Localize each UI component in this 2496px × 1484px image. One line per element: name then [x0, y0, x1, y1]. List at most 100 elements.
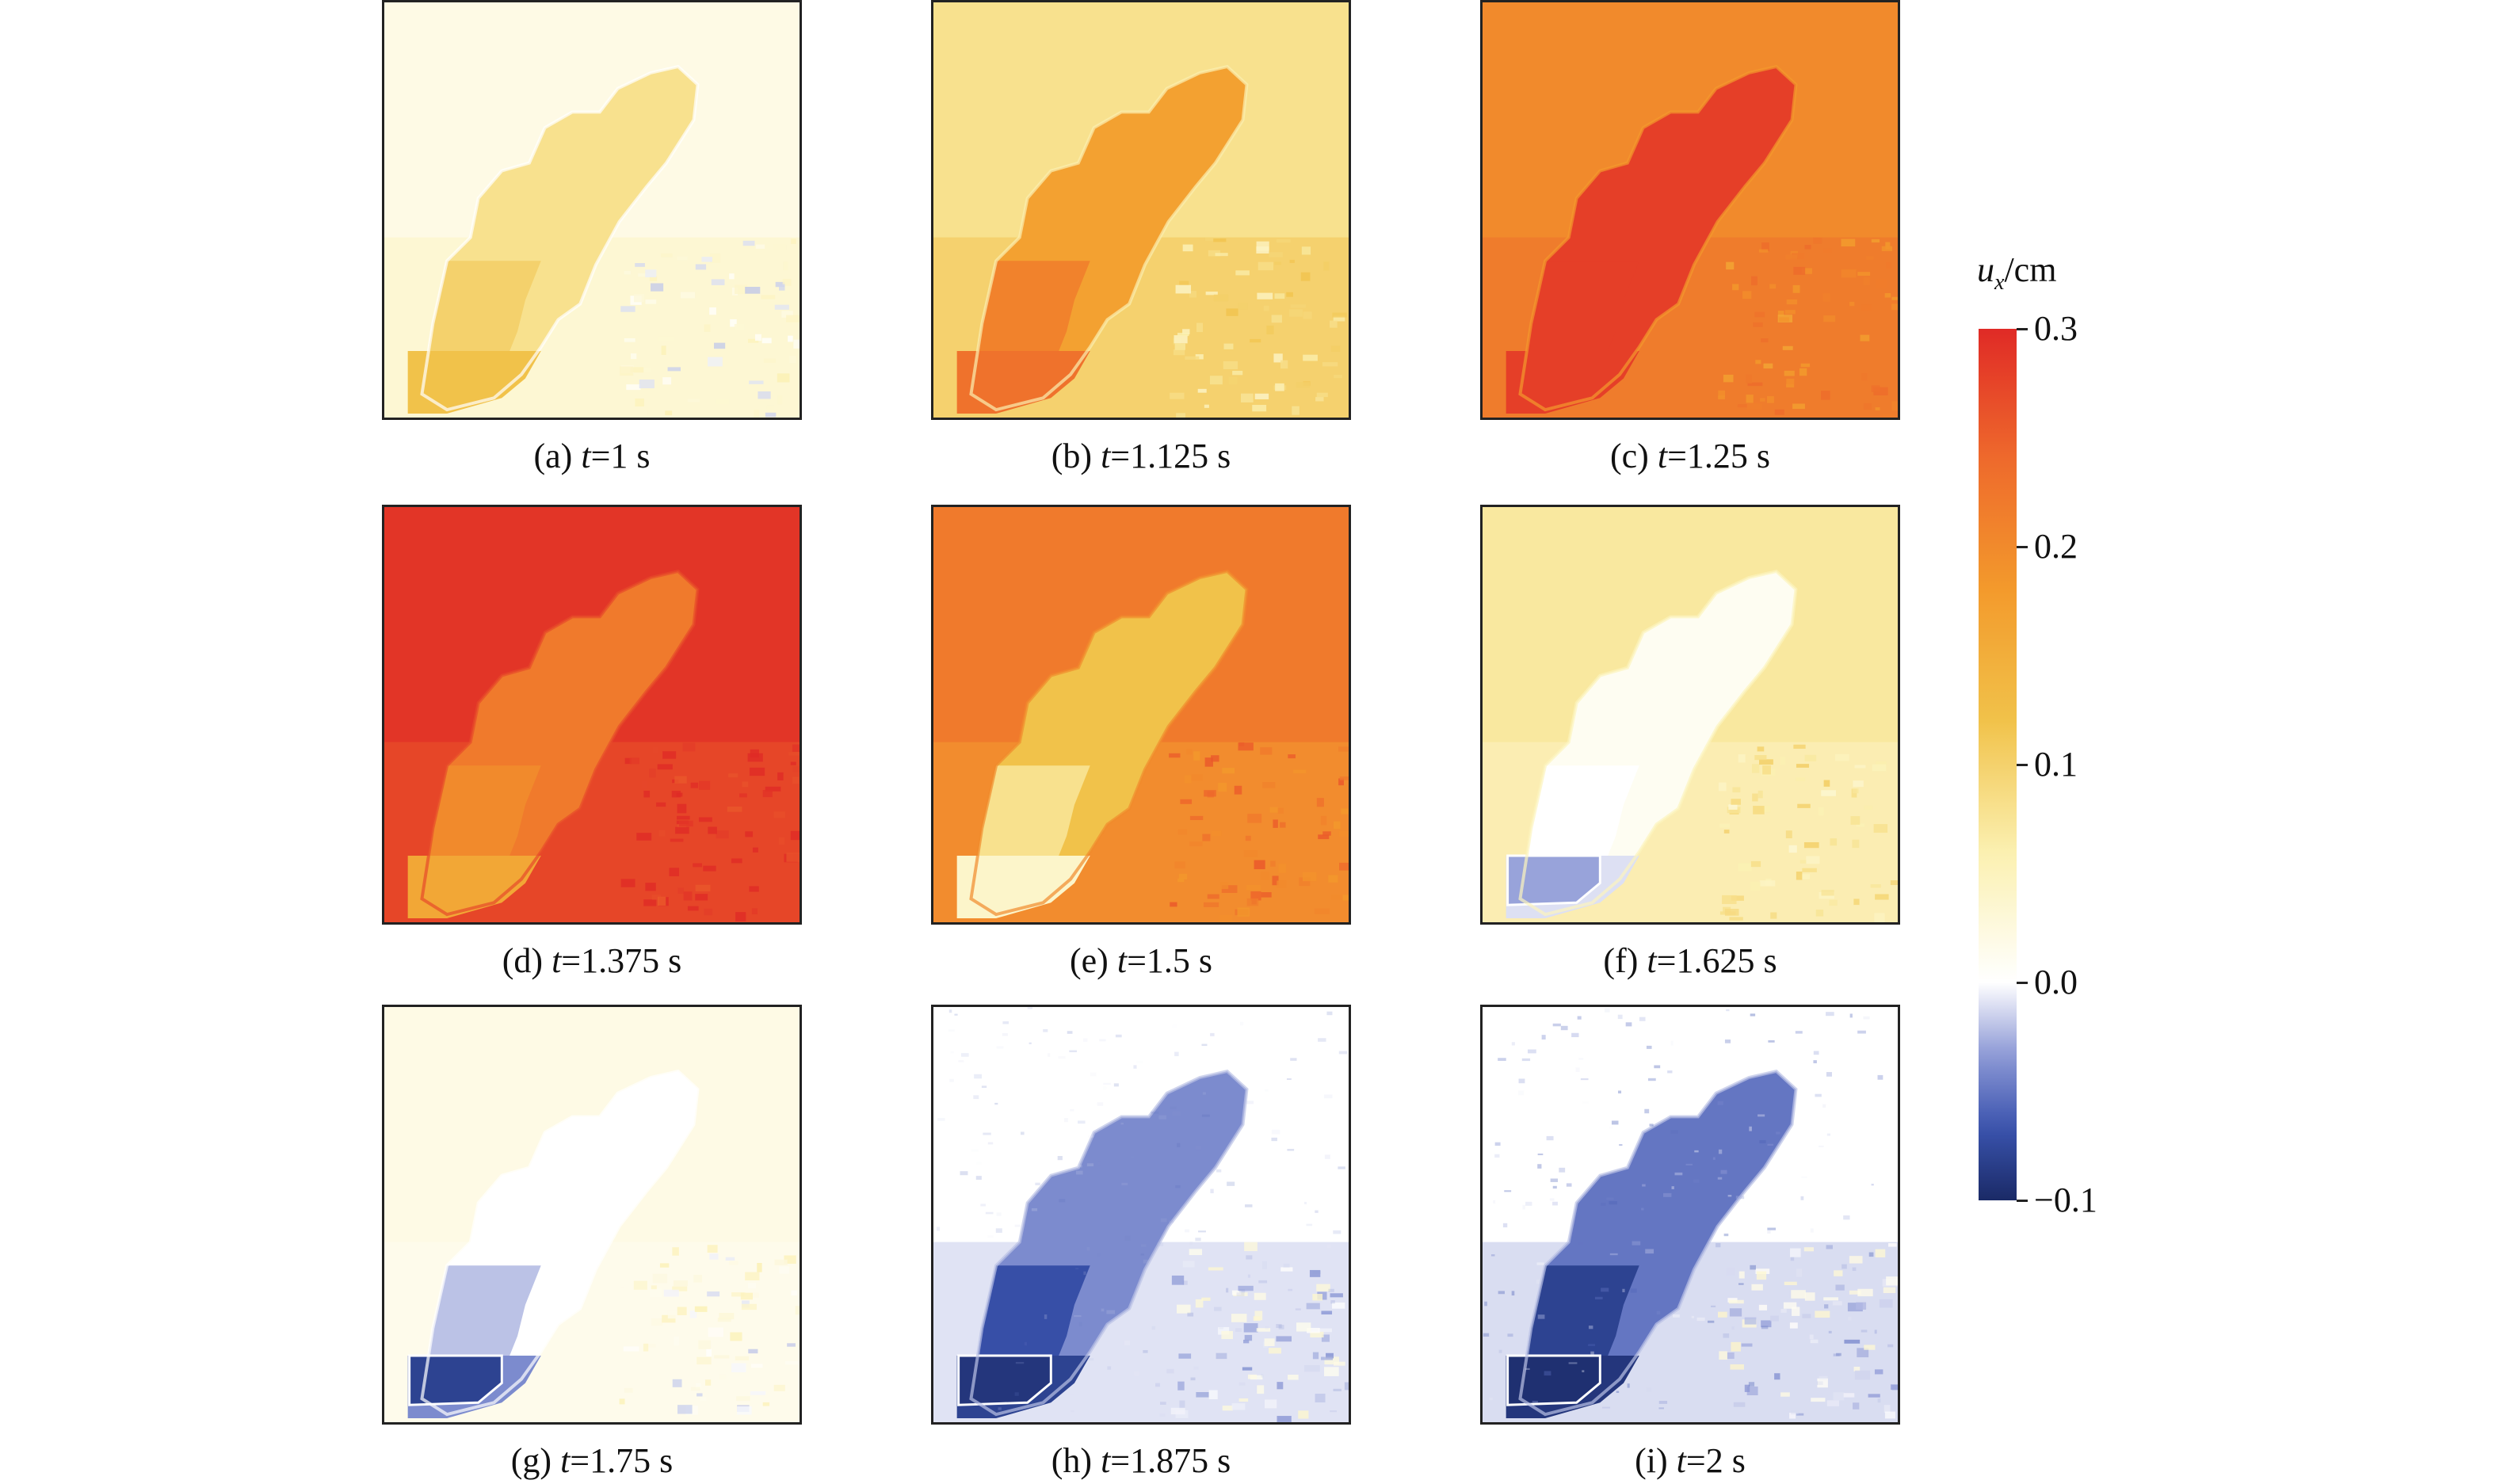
field-pocket [957, 1354, 1052, 1406]
field-texture [620, 742, 800, 922]
time-symbol: t [1101, 1441, 1111, 1480]
time-symbol: t [560, 1441, 571, 1480]
heatmap-image [931, 1005, 1351, 1425]
field-region-bottom [956, 855, 1090, 919]
field-region-bottom [407, 350, 541, 414]
panel-caption: (f) t=1.625 s [1603, 941, 1777, 980]
field-contour [420, 569, 700, 917]
field-contour [420, 64, 700, 412]
heatmap-image [382, 1005, 802, 1425]
field-texture [619, 1245, 800, 1415]
field-region-bottom [407, 855, 541, 919]
panel-caption: (h) t=1.875 s [1051, 1441, 1231, 1480]
panel-time-unit: s [636, 437, 651, 475]
field-pocket [1506, 854, 1601, 906]
panel-label: (c) [1609, 437, 1649, 475]
heatmap-image [382, 0, 802, 420]
colorbar-tick-label: −0.1 [2034, 1181, 2097, 1219]
panel-time-unit: s [1198, 941, 1213, 980]
panel-time: 1.875 [1130, 1441, 1209, 1480]
panel-caption: (d) t=1.375 s [502, 941, 682, 980]
panel-caption: (a) t=1 s [533, 437, 651, 475]
panel-caption: (e) t=1.5 s [1069, 941, 1213, 980]
panel-label: (a) [533, 437, 573, 475]
time-symbol: t [1676, 1441, 1686, 1480]
field-texture [620, 238, 800, 418]
colorbar-symbol: u [1977, 250, 1994, 289]
colorbar: ux/cm 0.3 0.2 0.1 0.0 −0.1 [1977, 250, 2215, 1224]
panel-caption: (i) t=2 s [1635, 1441, 1746, 1480]
colorbar-tick [2017, 545, 2028, 548]
field-speckle [936, 1007, 1348, 1417]
panel-label: (d) [502, 941, 544, 980]
panel-time-unit: s [1731, 1441, 1746, 1480]
colorbar-tick [2017, 327, 2028, 330]
field-texture [1718, 1243, 1898, 1419]
field-texture [1170, 238, 1347, 418]
colorbar-tick [2017, 981, 2028, 984]
heatmap-image [931, 0, 1351, 420]
panel-time: 1.75 [590, 1441, 651, 1480]
field-pocket [1506, 1354, 1601, 1406]
colorbar-gradient [1979, 329, 2017, 1200]
field-contour [1518, 569, 1798, 917]
panel-time: 1.25 [1686, 437, 1748, 475]
field-contour [969, 64, 1249, 412]
time-symbol: t [1657, 437, 1668, 475]
panel-label: (g) [510, 1441, 552, 1480]
panel-label: (h) [1051, 1441, 1093, 1480]
field-region-bottom [1506, 350, 1639, 414]
panel-time-unit: s [1763, 941, 1777, 980]
colorbar-tick [2017, 763, 2028, 766]
field-texture [1169, 742, 1349, 922]
panel-time: 1.5 [1146, 941, 1190, 980]
time-symbol: t [551, 941, 562, 980]
panel-time-unit: s [1217, 1441, 1231, 1480]
panel-label: (i) [1635, 1441, 1668, 1480]
panel-time-unit: s [1756, 437, 1771, 475]
colorbar-tick-label: 0.3 [2034, 309, 2078, 348]
time-symbol: t [1101, 437, 1111, 475]
field-contour [969, 1069, 1249, 1417]
panel-time: 1 [610, 437, 628, 475]
panel-time: 2 [1705, 1441, 1723, 1480]
panel-time: 1.375 [581, 941, 660, 980]
heatmap-image [382, 505, 802, 925]
panel-time-unit: s [1217, 437, 1231, 475]
time-symbol: t [1647, 941, 1657, 980]
colorbar-subscript: x [1994, 269, 2005, 295]
field-texture [1170, 1242, 1349, 1422]
panel-caption: (b) t=1.125 s [1051, 437, 1231, 475]
field-contour [969, 569, 1249, 917]
colorbar-unit: /cm [2004, 250, 2057, 289]
colorbar-tick-label: 0.1 [2034, 745, 2078, 784]
field-contour [1518, 1069, 1798, 1417]
panel-time-unit: s [659, 1441, 674, 1480]
time-symbol: t [581, 437, 591, 475]
heatmap-image [931, 505, 1351, 925]
field-region-bottom [956, 350, 1090, 414]
heatmap-image [1480, 0, 1900, 420]
field-contour [1518, 64, 1798, 412]
field-texture [1718, 237, 1898, 418]
panel-label: (b) [1051, 437, 1093, 475]
panel-time-unit: s [668, 941, 682, 980]
panel-label: (f) [1603, 941, 1639, 980]
panel-label: (e) [1069, 941, 1109, 980]
colorbar-title: ux/cm [1977, 250, 2056, 296]
colorbar-tick-label: 0.2 [2034, 527, 2078, 566]
panel-time: 1.125 [1130, 437, 1209, 475]
time-symbol: t [1116, 941, 1128, 980]
panel-caption: (c) t=1.25 s [1609, 437, 1771, 475]
panel-caption: (g) t=1.75 s [510, 1441, 674, 1480]
field-pocket [408, 1354, 503, 1406]
heatmap-image [1480, 1005, 1900, 1425]
field-contour [420, 1069, 700, 1417]
heatmap-image [1480, 505, 1900, 925]
colorbar-tick [2017, 1199, 2028, 1202]
colorbar-tick-label: 0.0 [2034, 963, 2078, 1001]
panel-time: 1.625 [1676, 941, 1755, 980]
field-texture [1718, 744, 1898, 922]
field-speckle [1483, 1008, 1894, 1416]
